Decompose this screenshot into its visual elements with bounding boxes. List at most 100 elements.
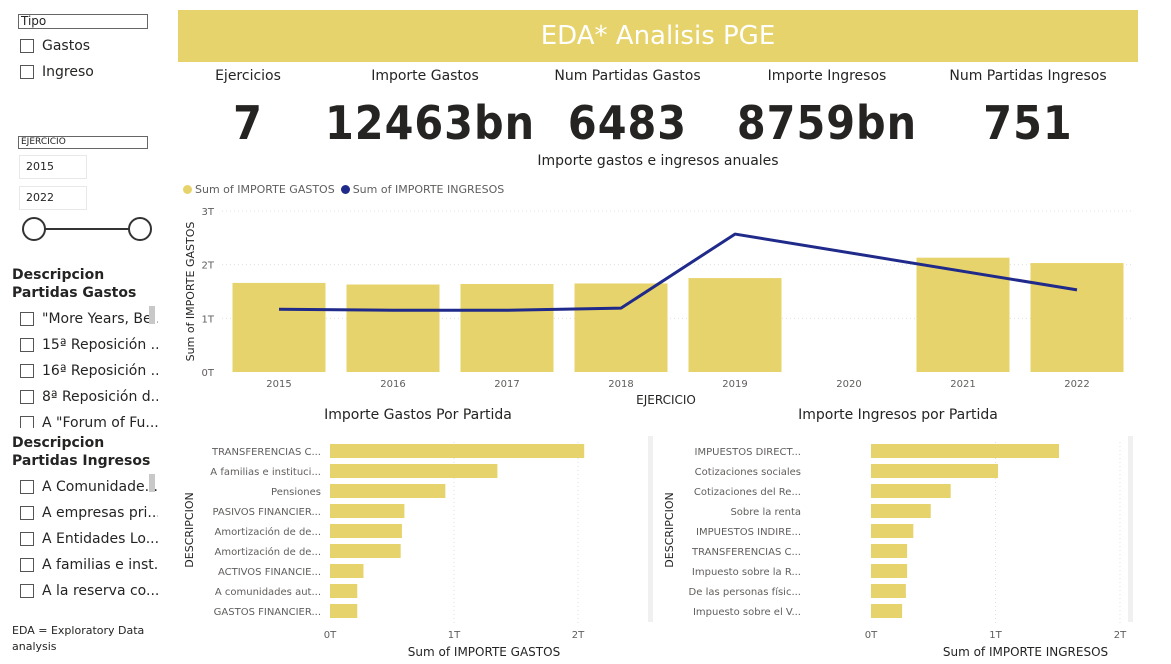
list-item[interactable]: A "Forum of Fu... [20, 410, 158, 428]
category-label: Pensiones [271, 487, 321, 498]
category-label: TRANSFERENCIAS C... [211, 447, 321, 458]
x-axis-label: EJERCICIO [636, 393, 696, 407]
category-label: IMPUESTOS INDIRE... [696, 527, 801, 538]
checkbox-icon[interactable] [20, 416, 34, 428]
list-item-label: A empresas pri... [42, 505, 158, 521]
legend-item-gastos[interactable]: Sum of IMPORTE GASTOS [183, 183, 335, 196]
bar [574, 283, 668, 372]
kpi-card-importe-ingresos: Importe Ingresos 8759bn [727, 66, 927, 152]
checkbox-icon[interactable] [20, 312, 34, 326]
list-item-label: A la reserva co... [42, 583, 158, 599]
x-tick-label: 2015 [266, 379, 291, 390]
kpi-label: Num Partidas Gastos [554, 68, 701, 84]
title-banner: EDA* Analisis PGE [178, 10, 1138, 62]
kpi-label: Importe Gastos [371, 68, 479, 84]
checkbox-icon[interactable] [20, 338, 34, 352]
list-item-label: A Comunidade... [42, 479, 158, 495]
x-tick-label: 2T [1114, 630, 1127, 641]
year-range-slider-end-handle[interactable] [128, 217, 152, 241]
category-label: Cotizaciones sociales [695, 467, 801, 478]
list-item[interactable]: A Comunidade... [20, 474, 158, 500]
partidas-gastos-scrollbar[interactable] [149, 306, 155, 324]
bar [330, 524, 402, 538]
year-to-input[interactable]: 2022 [19, 186, 87, 210]
category-label: IMPUESTOS DIRECT... [695, 447, 801, 458]
ingresos-line [278, 232, 1078, 312]
annual-chart-legend: Sum of IMPORTE GASTOS Sum of IMPORTE ING… [183, 183, 510, 196]
year-from-input[interactable]: 2015 [19, 155, 87, 179]
list-item[interactable]: A la reserva co... [20, 578, 158, 599]
list-item[interactable]: A empresas pri... [20, 500, 158, 526]
kpi-value: 8759bn [736, 96, 918, 150]
checkbox-icon[interactable] [20, 584, 34, 598]
partidas-ingresos-list[interactable]: A Comunidade... A empresas pri... A Enti… [20, 474, 158, 599]
x-tick-label: 2017 [494, 379, 519, 390]
tipo-option-gastos[interactable]: Gastos [20, 38, 90, 54]
legend-label: Sum of IMPORTE INGRESOS [352, 183, 505, 196]
x-axis-label: Sum of IMPORTE GASTOS [408, 645, 560, 659]
bar [330, 504, 405, 518]
x-tick-label: 0T [865, 630, 878, 641]
legend-item-ingresos[interactable]: Sum of IMPORTE INGRESOS [340, 183, 505, 196]
category-label: A comunidades aut... [215, 587, 321, 598]
list-item[interactable]: 8ª Reposición d... [20, 384, 158, 410]
x-tick-label: 2T [572, 630, 585, 641]
year-range-slider-track[interactable] [34, 228, 140, 230]
bar [871, 444, 1059, 458]
tipo-option-ingreso[interactable]: Ingreso [20, 64, 94, 80]
category-label: ACTIVOS FINANCIE... [218, 567, 321, 578]
checkbox-icon[interactable] [20, 506, 34, 520]
category-label: Sobre la renta [730, 507, 801, 518]
partidas-ingresos-scrollbar[interactable] [149, 474, 155, 492]
category-label: TRANSFERENCIAS C... [691, 547, 801, 558]
kpi-label: Ejercicios [215, 68, 281, 84]
bar [330, 584, 358, 598]
category-label: De las personas físic... [689, 586, 801, 598]
bar [330, 444, 585, 458]
bar [460, 283, 554, 372]
bar [330, 564, 364, 578]
bar [688, 278, 782, 372]
partidas-gastos-list[interactable]: "More Years, Be... 15ª Reposición ... 16… [20, 306, 158, 428]
checkbox-icon[interactable] [20, 558, 34, 572]
kpi-label: Num Partidas Ingresos [949, 68, 1107, 84]
year-range-slider-start-handle[interactable] [22, 217, 46, 241]
checkbox-icon[interactable] [20, 39, 34, 53]
kpi-card-num-partidas-ingresos: Num Partidas Ingresos 751 [938, 66, 1118, 152]
checkbox-icon[interactable] [20, 532, 34, 546]
checkbox-icon[interactable] [20, 390, 34, 404]
checkbox-icon[interactable] [20, 480, 34, 494]
y-tick-label: 0T [202, 368, 215, 379]
x-axis-label: Sum of IMPORTE INGRESOS [943, 645, 1108, 659]
category-label: Amortización de de... [214, 526, 321, 538]
y-axis-label: DESCRIPCION [663, 492, 676, 567]
bar [871, 584, 906, 598]
checkbox-icon[interactable] [20, 65, 34, 79]
x-tick-label: 0T [324, 630, 337, 641]
list-item-label: A Entidades Lo... [42, 531, 158, 547]
list-item[interactable]: "More Years, Be... [20, 306, 158, 332]
y-tick-label: 1T [202, 314, 215, 325]
list-item[interactable]: 15ª Reposición ... [20, 332, 158, 358]
kpi-card-num-partidas-gastos: Num Partidas Gastos 6483 [540, 66, 715, 152]
bar [871, 504, 931, 518]
gastos-partida-chart-title: Importe Gastos Por Partida [324, 407, 512, 423]
checkbox-icon[interactable] [20, 364, 34, 378]
x-tick-label: 2018 [608, 379, 633, 390]
x-tick-label: 1T [989, 630, 1002, 641]
category-label: A familias e instituci... [210, 467, 321, 478]
bar [346, 284, 440, 372]
list-item[interactable]: A familias e inst... [20, 552, 158, 578]
x-tick-label: 2019 [722, 379, 747, 390]
category-label: GASTOS FINANCIER... [214, 607, 321, 618]
partidas-ingresos-slicer-title: Descripcion Partidas Ingresos [12, 435, 151, 469]
list-item[interactable]: 16ª Reposición ... [20, 358, 158, 384]
bar [871, 564, 908, 578]
kpi-label: Importe Ingresos [767, 68, 887, 84]
tipo-slicer-header: Tipo [18, 14, 148, 29]
category-label: Amortización de de... [214, 546, 321, 558]
list-item[interactable]: A Entidades Lo... [20, 526, 158, 552]
kpi-value: 7 [233, 96, 263, 150]
y-axis-label: DESCRIPCION [183, 492, 196, 567]
bar [330, 484, 446, 498]
